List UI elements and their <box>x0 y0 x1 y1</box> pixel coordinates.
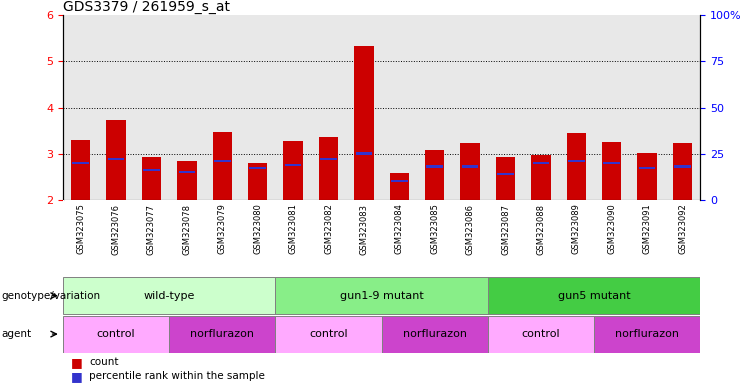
Bar <box>568 160 585 162</box>
Text: GSM323080: GSM323080 <box>253 204 262 254</box>
Bar <box>637 153 657 200</box>
Text: norflurazon: norflurazon <box>402 329 467 339</box>
Bar <box>107 158 124 160</box>
Bar <box>169 316 276 353</box>
Bar <box>213 132 232 200</box>
Text: GDS3379 / 261959_s_at: GDS3379 / 261959_s_at <box>63 0 230 14</box>
Bar <box>533 162 549 164</box>
Bar <box>496 157 515 200</box>
Text: ■: ■ <box>70 370 82 383</box>
Text: control: control <box>522 329 560 339</box>
Text: gun5 mutant: gun5 mutant <box>558 291 631 301</box>
Text: GSM323078: GSM323078 <box>182 204 191 255</box>
Text: GSM323079: GSM323079 <box>218 204 227 254</box>
Text: GSM323092: GSM323092 <box>678 204 687 254</box>
Bar <box>488 316 594 353</box>
Text: GSM323075: GSM323075 <box>76 204 85 254</box>
Bar <box>285 164 302 166</box>
Text: control: control <box>309 329 348 339</box>
Bar <box>488 277 700 314</box>
Bar <box>567 133 586 200</box>
Text: GSM323090: GSM323090 <box>607 204 617 254</box>
Bar <box>354 46 373 200</box>
Bar <box>673 144 692 200</box>
Text: GSM323089: GSM323089 <box>572 204 581 254</box>
Bar <box>276 277 488 314</box>
Text: percentile rank within the sample: percentile rank within the sample <box>89 371 265 381</box>
Text: GSM323082: GSM323082 <box>324 204 333 254</box>
Text: GSM323077: GSM323077 <box>147 204 156 255</box>
Text: GSM323086: GSM323086 <box>465 204 475 255</box>
Text: norflurazon: norflurazon <box>190 329 254 339</box>
Bar <box>319 137 338 200</box>
Text: GSM323083: GSM323083 <box>359 204 368 255</box>
Bar <box>248 163 268 200</box>
Bar <box>142 157 162 200</box>
Bar <box>356 152 372 155</box>
Text: GSM323087: GSM323087 <box>501 204 510 255</box>
Bar <box>382 316 488 353</box>
Bar <box>179 171 195 173</box>
Bar <box>391 180 408 182</box>
Bar <box>594 316 700 353</box>
Bar <box>63 316 169 353</box>
Text: GSM323085: GSM323085 <box>431 204 439 254</box>
Text: agent: agent <box>1 329 32 339</box>
Bar <box>602 142 622 200</box>
Bar <box>283 141 303 200</box>
Bar <box>143 169 160 171</box>
Bar <box>531 154 551 200</box>
Text: GSM323076: GSM323076 <box>112 204 121 255</box>
Text: GSM323081: GSM323081 <box>288 204 298 254</box>
Text: wild-type: wild-type <box>144 291 195 301</box>
Text: ■: ■ <box>70 356 82 369</box>
Bar <box>63 277 276 314</box>
Bar <box>177 161 196 200</box>
Bar <box>214 160 230 162</box>
Text: GSM323084: GSM323084 <box>395 204 404 254</box>
Bar <box>639 167 656 169</box>
Text: gun1-9 mutant: gun1-9 mutant <box>339 291 424 301</box>
Bar <box>462 166 479 168</box>
Text: genotype/variation: genotype/variation <box>1 291 101 301</box>
Text: count: count <box>89 358 119 367</box>
Text: GSM323088: GSM323088 <box>536 204 545 255</box>
Bar <box>425 150 445 200</box>
Bar <box>73 162 89 164</box>
Bar <box>426 166 443 168</box>
Bar <box>497 173 514 175</box>
Bar <box>71 140 90 200</box>
Text: GSM323091: GSM323091 <box>642 204 651 254</box>
Bar <box>603 162 620 164</box>
Bar <box>460 144 480 200</box>
Text: norflurazon: norflurazon <box>615 329 679 339</box>
Bar <box>390 174 409 200</box>
Bar <box>320 158 337 160</box>
Bar <box>674 166 691 168</box>
Bar <box>107 121 126 200</box>
Bar <box>250 167 266 169</box>
Text: control: control <box>97 329 136 339</box>
Bar <box>276 316 382 353</box>
